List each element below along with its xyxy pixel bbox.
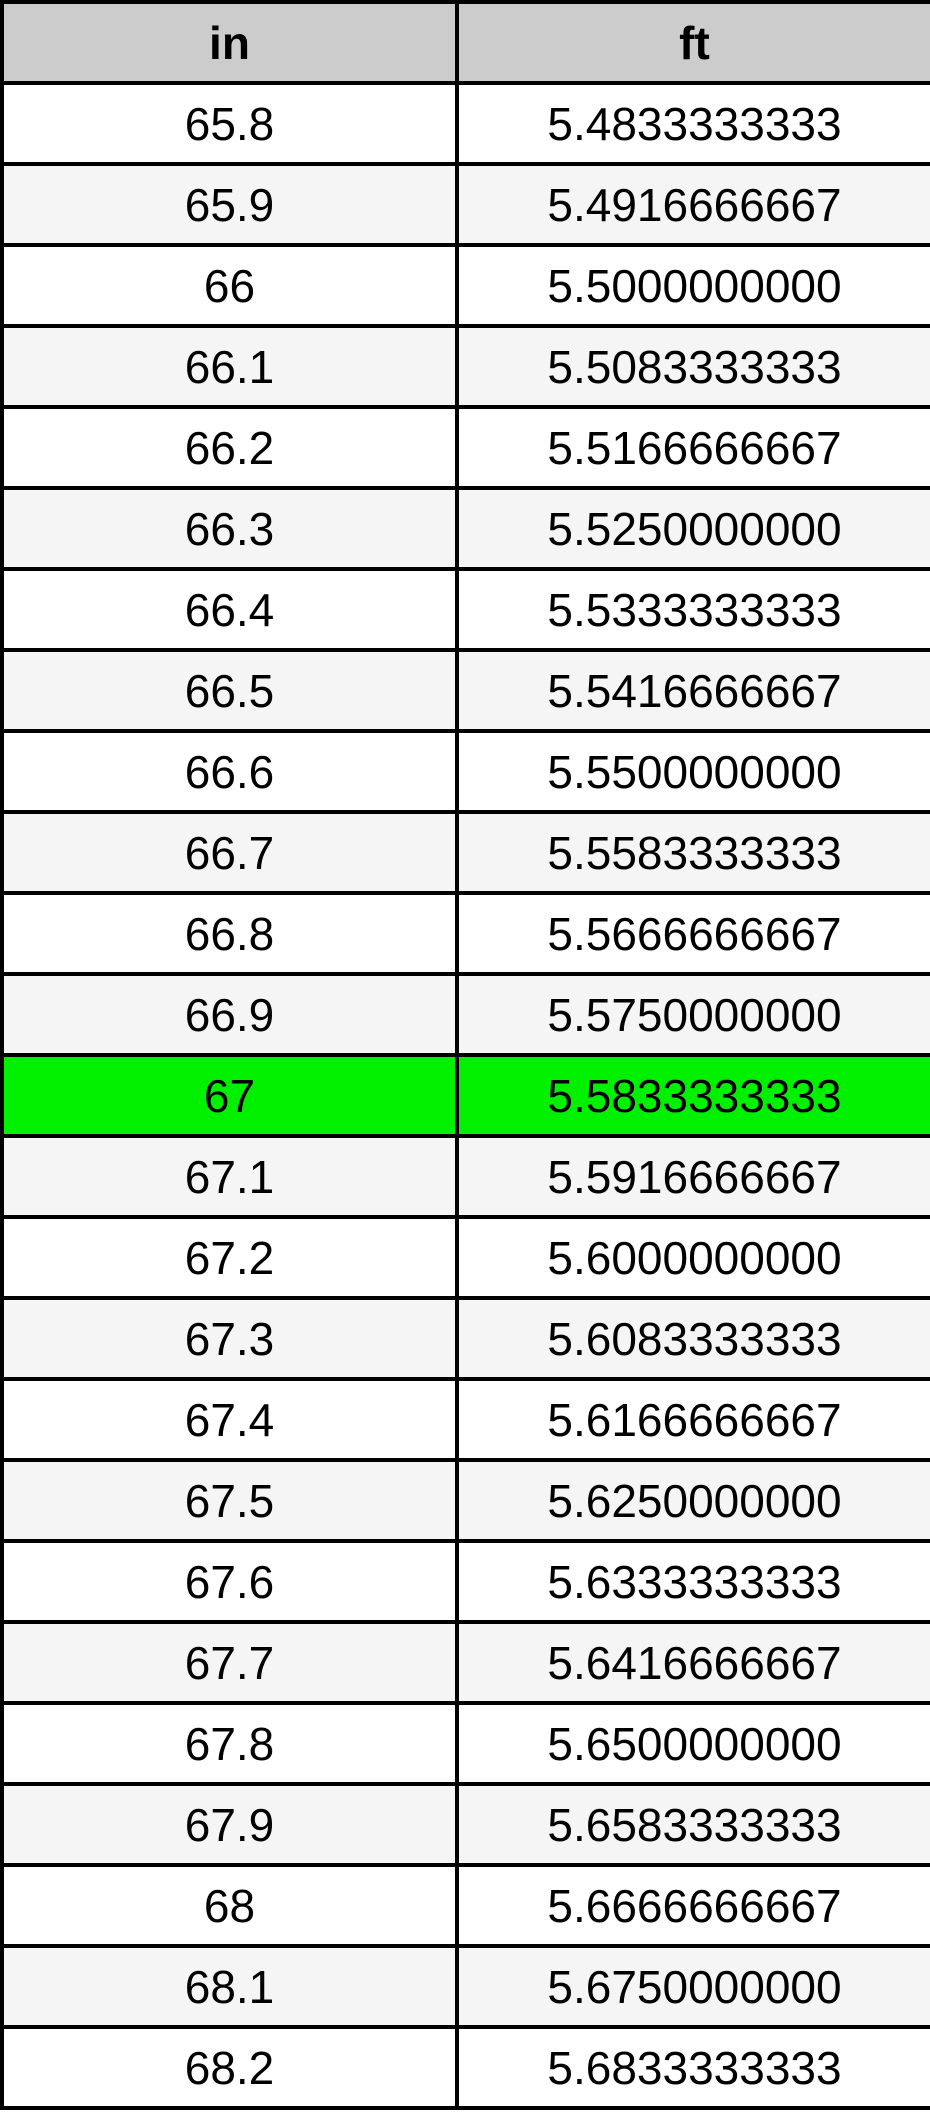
table-row: 68.1 5.6750000000 [0, 1944, 930, 2029]
column-header-in: in [0, 0, 459, 85]
ft-value-cell: 5.5250000000 [455, 486, 930, 571]
ft-value-cell: 5.6416666667 [455, 1620, 930, 1705]
ft-value-cell: 5.6083333333 [455, 1296, 930, 1381]
table-body: 65.8 5.4833333333 65.9 5.4916666667 66 5.5000… [0, 81, 930, 2110]
ft-value-cell: 5.5666666667 [455, 891, 930, 976]
ft-value-cell: 5.4916666667 [455, 162, 930, 247]
ft-value-cell: 5.5333333333 [455, 567, 930, 652]
in-value-cell: 66.7 [0, 810, 459, 895]
table-row: 65.9 5.4916666667 [0, 162, 930, 247]
in-value-cell: 67.6 [0, 1539, 459, 1624]
in-value-cell: 67.1 [0, 1134, 459, 1219]
ft-value-cell: 5.6750000000 [455, 1944, 930, 2029]
in-value-cell: 68.2 [0, 2025, 459, 2110]
in-value-cell: 65.8 [0, 81, 459, 166]
table-row: 66.6 5.5500000000 [0, 729, 930, 814]
table-row: 66.7 5.5583333333 [0, 810, 930, 895]
table-row: 67.3 5.6083333333 [0, 1296, 930, 1381]
table-row: 67.4 5.6166666667 [0, 1377, 930, 1462]
in-value-cell: 66.8 [0, 891, 459, 976]
ft-value-cell: 5.5500000000 [455, 729, 930, 814]
ft-value-cell: 5.6500000000 [455, 1701, 930, 1786]
in-value-cell: 66.3 [0, 486, 459, 571]
in-value-cell: 66.9 [0, 972, 459, 1057]
table-row: 67.8 5.6500000000 [0, 1701, 930, 1786]
table-row: 67.7 5.6416666667 [0, 1620, 930, 1705]
in-value-cell: 67.3 [0, 1296, 459, 1381]
in-value-cell: 67 [0, 1053, 459, 1138]
in-value-cell: 65.9 [0, 162, 459, 247]
ft-value-cell: 5.5083333333 [455, 324, 930, 409]
ft-value-cell: 5.4833333333 [455, 81, 930, 166]
table-row: 67.2 5.6000000000 [0, 1215, 930, 1300]
table-row: 66.4 5.5333333333 [0, 567, 930, 652]
ft-value-cell: 5.6333333333 [455, 1539, 930, 1624]
table-row: 66 5.5000000000 [0, 243, 930, 328]
table-row: 66.9 5.5750000000 [0, 972, 930, 1057]
in-value-cell: 67.7 [0, 1620, 459, 1705]
table-row: 66.1 5.5083333333 [0, 324, 930, 409]
table-row: 66.5 5.5416666667 [0, 648, 930, 733]
in-value-cell: 68.1 [0, 1944, 459, 2029]
ft-value-cell: 5.6250000000 [455, 1458, 930, 1543]
in-value-cell: 66.1 [0, 324, 459, 409]
column-header-ft: ft [455, 0, 930, 85]
in-value-cell: 67.4 [0, 1377, 459, 1462]
ft-value-cell: 5.5000000000 [455, 243, 930, 328]
ft-value-cell: 5.5416666667 [455, 648, 930, 733]
in-value-cell: 66.4 [0, 567, 459, 652]
table-row: 67.6 5.6333333333 [0, 1539, 930, 1624]
ft-value-cell: 5.5583333333 [455, 810, 930, 895]
in-value-cell: 68 [0, 1863, 459, 1948]
table-header: in ft [0, 0, 930, 85]
table-row: 67.9 5.6583333333 [0, 1782, 930, 1867]
table-row: 66.2 5.5166666667 [0, 405, 930, 490]
in-value-cell: 66 [0, 243, 459, 328]
header-row: in ft [0, 0, 930, 85]
in-value-cell: 66.5 [0, 648, 459, 733]
table-row: 67.1 5.5916666667 [0, 1134, 930, 1219]
ft-value-cell: 5.5166666667 [455, 405, 930, 490]
in-value-cell: 66.6 [0, 729, 459, 814]
ft-value-cell: 5.5750000000 [455, 972, 930, 1057]
table-row: 67.5 5.6250000000 [0, 1458, 930, 1543]
highlighted-row: 67 5.5833333333 [0, 1053, 930, 1138]
in-value-cell: 67.2 [0, 1215, 459, 1300]
ft-value-cell: 5.6666666667 [455, 1863, 930, 1948]
table-row: 68 5.6666666667 [0, 1863, 930, 1948]
table-row: 66.3 5.5250000000 [0, 486, 930, 571]
in-value-cell: 67.8 [0, 1701, 459, 1786]
ft-value-cell: 5.5833333333 [455, 1053, 930, 1138]
table-row: 68.2 5.6833333333 [0, 2025, 930, 2110]
ft-value-cell: 5.6166666667 [455, 1377, 930, 1462]
table-row: 65.8 5.4833333333 [0, 81, 930, 166]
ft-value-cell: 5.6583333333 [455, 1782, 930, 1867]
table-row: 66.8 5.5666666667 [0, 891, 930, 976]
in-value-cell: 67.5 [0, 1458, 459, 1543]
ft-value-cell: 5.6833333333 [455, 2025, 930, 2110]
in-value-cell: 67.9 [0, 1782, 459, 1867]
in-value-cell: 66.2 [0, 405, 459, 490]
ft-value-cell: 5.5916666667 [455, 1134, 930, 1219]
ft-value-cell: 5.6000000000 [455, 1215, 930, 1300]
